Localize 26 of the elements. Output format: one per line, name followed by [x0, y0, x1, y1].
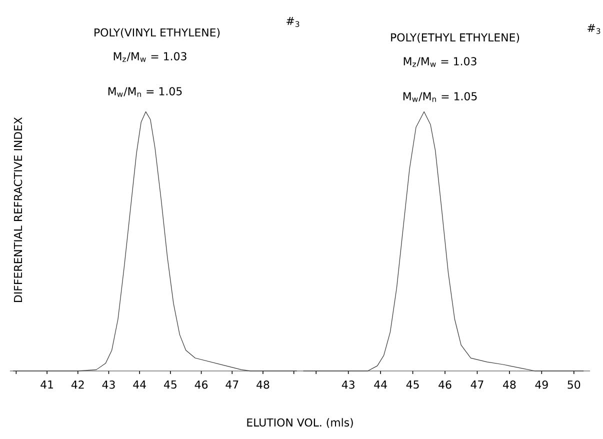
x-tick-label: 46 — [438, 380, 452, 389]
x-tick-label: 45 — [406, 380, 419, 389]
x-tick-label: 43 — [342, 380, 354, 389]
y-axis-title: DIFFERENTIAL REFRACTIVE INDEX — [14, 117, 22, 302]
x-tick-label: 44 — [133, 380, 146, 388]
text: M$_{w}$/M$_{n}$ = 1.05 — [403, 92, 477, 102]
text: POLY(VINYL ETHYLENE) — [94, 28, 220, 38]
text: M$_{w}$/M$_{n}$ = 1.05 — [108, 87, 182, 97]
x-tick-label: 42 — [71, 380, 84, 389]
x-tick-label: 48 — [503, 380, 516, 389]
text: M$_{z}$/M$_{w}$ = 1.03 — [114, 52, 186, 62]
text: M$_{z}$/M$_{w}$ = 1.03 — [404, 57, 476, 67]
x-tick-label: 50 — [568, 380, 580, 389]
x-tick-label: 49 — [535, 380, 548, 389]
x-tick-label: 47 — [226, 380, 238, 388]
x-axis-title: ELUTION VOL. (mls) — [247, 418, 353, 428]
text: POLY(ETHYL ETHYLENE) — [391, 33, 520, 43]
text: #$_{3}$ — [286, 17, 300, 27]
x-tick-label: 47 — [470, 380, 484, 388]
x-tick-label: 46 — [194, 380, 208, 389]
x-tick-label: 44 — [374, 380, 387, 388]
x-tick-label: 43 — [102, 380, 115, 389]
x-tick-label: 45 — [164, 380, 176, 389]
x-tick-label: 41 — [40, 380, 53, 388]
text: #$_{3}$ — [588, 24, 600, 34]
x-tick-label: 48 — [256, 380, 270, 389]
